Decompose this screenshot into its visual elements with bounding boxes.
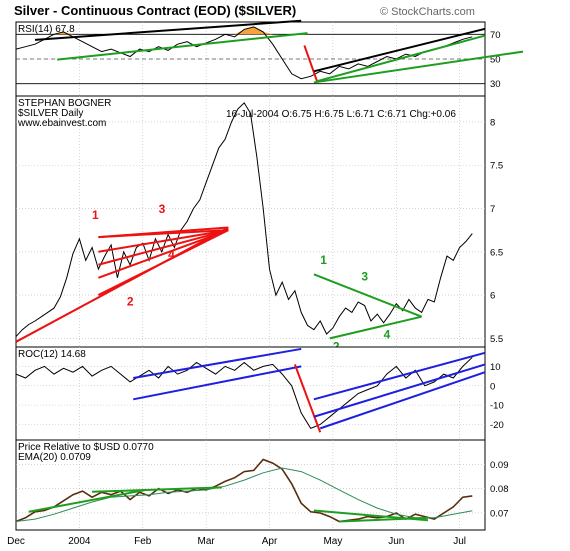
trendline-red bbox=[303, 45, 318, 82]
panel-frame bbox=[15, 439, 486, 531]
wave-label-red: 2 bbox=[127, 294, 134, 308]
y-tick-label: 50 bbox=[490, 55, 501, 66]
panel-label: ROC(12) 14.68 bbox=[18, 349, 86, 360]
y-tick-label: -20 bbox=[490, 420, 504, 431]
trendline-red bbox=[293, 364, 322, 433]
y-tick-label: -10 bbox=[490, 401, 504, 412]
trendline-blue bbox=[319, 371, 486, 430]
x-tick-label: Jul bbox=[453, 536, 466, 547]
panel-label: Price Relative to $USD 0.0770 bbox=[18, 442, 154, 453]
ohlc-quote: 16-Jul-2004 O:6.75 H:6.75 L:6.71 C:6.71 … bbox=[226, 109, 456, 120]
y-tick-label: 30 bbox=[490, 79, 501, 90]
panel-label: EMA(20) 0.0709 bbox=[18, 452, 91, 463]
trendline-green bbox=[57, 32, 308, 61]
wave-label-green: 2 bbox=[333, 339, 340, 353]
y-tick-label: 0 bbox=[490, 381, 495, 392]
x-tick-label: Mar bbox=[198, 536, 216, 547]
panel-price: 5.5 6 6.5 7 7.5 8 1 2 3 4 1 2 3 4 STEPHAN BOGNER$SILVE… bbox=[15, 95, 503, 353]
trendline-black bbox=[313, 27, 486, 73]
x-tick-label: Apr bbox=[262, 536, 278, 547]
chart-panels: 30 50 70 RSI(14) 67.8 5.5 6 6.5 7 7.5 8 1 2 3 4 1 2 3 4 ST… bbox=[7, 19, 524, 547]
trendline-green bbox=[329, 315, 422, 340]
x-tick-label: Feb bbox=[134, 536, 152, 547]
trendline-red bbox=[98, 229, 229, 253]
trendline-green bbox=[28, 488, 147, 513]
trendline-blue bbox=[133, 365, 302, 401]
panel-frame bbox=[15, 95, 486, 348]
trendline-green bbox=[92, 486, 223, 493]
y-tick-label: 0.09 bbox=[490, 460, 509, 471]
x-tick-label: 2004 bbox=[68, 536, 91, 547]
rsi-overbought-fill bbox=[16, 26, 473, 35]
series-line-price-0 bbox=[16, 102, 473, 337]
y-tick-label: 6 bbox=[490, 291, 495, 302]
y-tick-label: 5.5 bbox=[490, 334, 503, 345]
y-tick-label: 8 bbox=[490, 117, 495, 128]
y-tick-label: 70 bbox=[490, 30, 501, 41]
trendline-red bbox=[98, 229, 229, 279]
wave-label-red: 1 bbox=[92, 208, 99, 222]
x-tick-label: May bbox=[323, 536, 342, 547]
wave-label-green: 3 bbox=[361, 269, 368, 283]
wave-label-red: 4 bbox=[168, 248, 175, 262]
y-tick-label: 10 bbox=[490, 362, 501, 373]
y-tick-label: 6.5 bbox=[490, 247, 503, 258]
trendline-green bbox=[313, 50, 524, 84]
series-line-relative-1 bbox=[16, 467, 473, 522]
trendline-red bbox=[15, 226, 229, 343]
y-tick-label: 0.07 bbox=[490, 508, 509, 519]
series-line-relative-0 bbox=[16, 458, 473, 523]
panel-roc: 10 0 -10 -20 ROC(12) 14.68 bbox=[15, 346, 504, 441]
trendline-blue bbox=[313, 363, 486, 418]
wave-label-green: 4 bbox=[384, 327, 391, 341]
y-tick-label: 7.5 bbox=[490, 161, 503, 172]
y-tick-label: 0.08 bbox=[490, 484, 509, 495]
trendline-red bbox=[98, 229, 229, 266]
panel-label: RSI(14) 67.8 bbox=[18, 24, 75, 35]
wave-label-red: 3 bbox=[159, 202, 166, 216]
trendline-red bbox=[97, 229, 229, 296]
trendline-black bbox=[34, 19, 302, 41]
panel-label: www.ebainvest.com bbox=[17, 118, 106, 129]
trendline-green bbox=[313, 273, 422, 318]
trendline-blue bbox=[313, 351, 486, 401]
panel-label: $SILVER Daily bbox=[18, 108, 83, 119]
trendline-green bbox=[339, 516, 429, 523]
series-line-roc-0 bbox=[16, 356, 473, 430]
y-tick-label: 7 bbox=[490, 204, 495, 215]
panel-frame bbox=[15, 346, 486, 441]
panel-relative: 0.09 0.08 0.07 Price Relative to $USD 0.077… bbox=[15, 439, 509, 531]
chart-title: Silver - Continuous Contract (EOD) ($SIL… bbox=[14, 3, 296, 18]
wave-label-green: 1 bbox=[320, 253, 327, 267]
x-tick-label: Jun bbox=[388, 536, 404, 547]
panel-label: STEPHAN BOGNER bbox=[18, 98, 111, 109]
copyright-label: © StockCharts.com bbox=[380, 6, 475, 18]
trendline-green bbox=[316, 34, 486, 83]
trendline-red bbox=[98, 229, 229, 239]
x-tick-label: Dec bbox=[7, 536, 25, 547]
panel-rsi: 30 50 70 RSI(14) 67.8 bbox=[15, 19, 524, 97]
trendline-blue bbox=[133, 347, 302, 379]
